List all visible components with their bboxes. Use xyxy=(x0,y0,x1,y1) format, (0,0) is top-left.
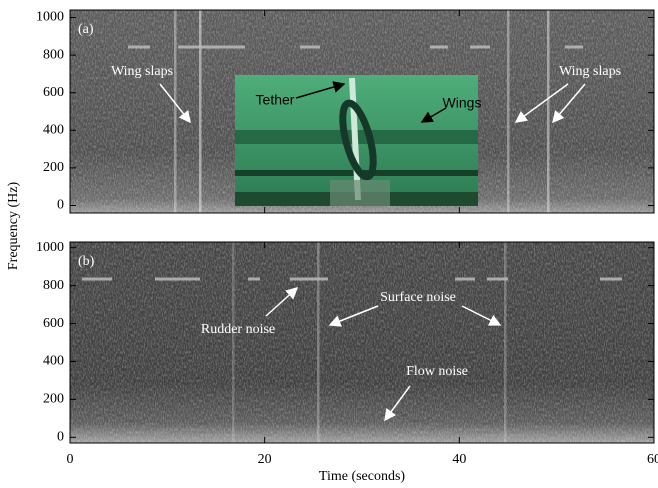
y-tick-label: 600 xyxy=(43,85,64,100)
panel-frame xyxy=(69,9,655,214)
vertical-streak xyxy=(199,10,202,213)
x-tick-label: 20 xyxy=(258,452,272,467)
y-tick-label: 0 xyxy=(57,430,64,445)
y-axis-label: Frequency (Hz) xyxy=(6,182,21,271)
x-tick-label: 0 xyxy=(67,452,74,467)
tone-dash xyxy=(455,277,475,281)
annotation: Rudder noise xyxy=(201,322,275,337)
inset-label: Tether xyxy=(256,92,295,108)
x-axis-label: Time (seconds) xyxy=(319,469,406,484)
annotation-arrow xyxy=(159,83,191,124)
tone-dash xyxy=(300,45,320,49)
annotation-arrow xyxy=(265,286,299,317)
annotation-arrow xyxy=(328,305,379,327)
vertical-streak xyxy=(547,10,550,213)
tone-dash xyxy=(155,277,200,281)
panel-label: (b) xyxy=(78,254,95,269)
annotation-arrow xyxy=(420,107,447,123)
tone-dash xyxy=(487,277,508,281)
inset-vehicle xyxy=(339,99,377,181)
vertical-streak xyxy=(174,10,177,213)
y-tick-label: 600 xyxy=(43,316,64,331)
tone-dash xyxy=(82,277,112,281)
tone-dash xyxy=(600,277,622,281)
annotation: Wing slaps xyxy=(559,64,621,79)
annotation: Surface noise xyxy=(380,290,456,305)
y-tick-label: 0 xyxy=(57,198,64,213)
y-tick-label: 1000 xyxy=(36,10,64,25)
x-tick-label: 40 xyxy=(452,452,466,467)
tone-dash xyxy=(290,277,328,281)
annotation: Wing slaps xyxy=(111,64,173,79)
inset-base xyxy=(330,180,390,206)
y-tick-label: 200 xyxy=(43,160,64,175)
vertical-streak xyxy=(232,242,235,443)
tone-dash xyxy=(178,45,245,49)
y-tick-label: 200 xyxy=(43,392,64,407)
y-tick-label: 800 xyxy=(43,278,64,293)
annotation-arrow xyxy=(514,83,569,123)
annotation-arrow xyxy=(552,83,586,124)
y-tick-label: 400 xyxy=(43,354,64,369)
y-tick-label: 400 xyxy=(43,123,64,138)
y-tick-label: 1000 xyxy=(36,240,64,255)
x-tick-label: 60 xyxy=(647,452,658,467)
tone-dash xyxy=(248,277,260,281)
y-tick-label: 800 xyxy=(43,47,64,62)
tone-dash xyxy=(565,45,583,49)
annotation-arrow xyxy=(384,385,411,422)
annotation-arrow xyxy=(461,305,502,326)
spectrogram-noise xyxy=(70,242,654,443)
tone-dash xyxy=(430,45,448,49)
inset-label: Wings xyxy=(443,95,482,111)
tone-dash xyxy=(470,45,490,49)
panel-frame xyxy=(69,241,655,444)
inset-tether xyxy=(349,77,361,201)
vertical-streak xyxy=(504,242,507,443)
annotation-arrow xyxy=(295,81,346,99)
vertical-streak xyxy=(317,242,320,443)
vertical-streak xyxy=(507,10,510,213)
tone-dash xyxy=(128,45,150,49)
panel-label: (a) xyxy=(78,22,94,37)
annotation: Flow noise xyxy=(406,364,468,379)
